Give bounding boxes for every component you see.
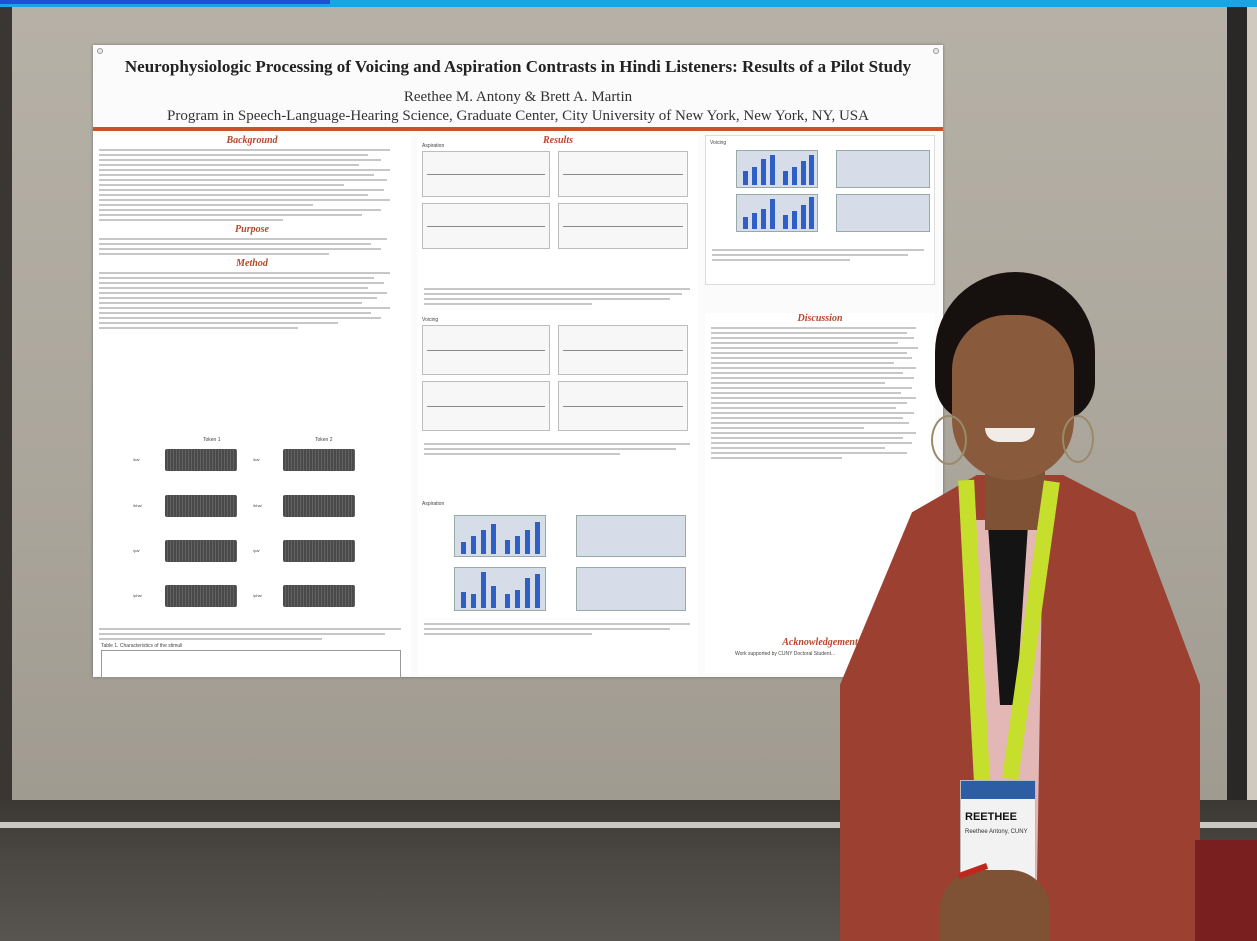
figure2-caption <box>424 288 704 308</box>
pin-top-left <box>97 48 103 54</box>
section-heading-method: Method <box>236 258 268 269</box>
left-column: Background Purpose Method Token 1 Token … <box>93 135 411 678</box>
waveform-bha-2 <box>283 495 355 517</box>
section-heading-acknowledgement: Acknowledgement <box>782 637 858 648</box>
figure1-caption <box>99 628 417 643</box>
badge-header <box>961 781 1035 799</box>
poster-affiliation: Program in Speech-Language-Hearing Scien… <box>167 108 869 124</box>
erp-plot-voicing-3 <box>422 381 550 431</box>
erp-plot-voicing-1 <box>422 325 550 375</box>
title-rule <box>93 127 943 131</box>
erp-plot-voicing-2 <box>558 325 688 375</box>
voicing-bars-label: Voicing <box>710 140 727 146</box>
hoop-earring-left <box>931 415 967 465</box>
section-heading-discussion: Discussion <box>797 313 843 324</box>
erp-plot-aspiration-1 <box>422 151 550 197</box>
section-heading-purpose: Purpose <box>235 224 269 235</box>
stim-label-left-1: /ba/ <box>133 457 140 462</box>
right-column-top: Voicing <box>705 135 935 285</box>
browser-top-bar <box>0 0 1257 7</box>
erp-plot-aspiration-4 <box>558 203 688 249</box>
badge-subtitle: Reethee Antony, CUNY <box>965 829 1028 835</box>
stim-label-left-3: /pa/ <box>133 548 140 553</box>
presenter-hands <box>940 870 1050 941</box>
waveform-pha-1 <box>165 585 237 607</box>
stim-label-left-4: /pha/ <box>133 593 142 598</box>
top-link-highlight <box>0 0 330 4</box>
name-badge: REETHEE Reethee Antony, CUNY <box>960 780 1036 888</box>
token2-label: Token 2 <box>315 437 333 443</box>
figure3-caption <box>424 443 704 458</box>
erp-plot-aspiration-2 <box>558 151 688 197</box>
presenter-smile <box>985 428 1035 442</box>
method-text <box>99 272 405 329</box>
purpose-text <box>99 238 405 255</box>
research-poster: Neurophysiologic Processing of Voicing a… <box>93 45 943 678</box>
dot-chart-voicing-1 <box>836 150 930 188</box>
board-frame-right <box>1227 7 1257 827</box>
board-frame-left <box>0 7 12 827</box>
dot-chart-aspiration-1 <box>576 515 686 557</box>
voicing-label: Voicing <box>422 317 439 323</box>
presenter-face <box>952 315 1074 480</box>
figure5-caption <box>712 249 942 264</box>
discussion-text <box>711 327 929 459</box>
background-text <box>99 149 405 221</box>
presenter-neck <box>985 470 1045 530</box>
poster-title: Neurophysiologic Processing of Voicing a… <box>124 57 912 76</box>
token1-label: Token 1 <box>203 437 221 443</box>
dot-chart-voicing-2 <box>836 194 930 232</box>
bar-chart-voicing-1 <box>736 150 818 188</box>
table-title: Table 1. Characteristics of the stimuli <box>101 643 183 649</box>
dot-chart-aspiration-2 <box>576 567 686 611</box>
bar-chart-aspiration-1 <box>454 515 546 557</box>
stimuli-table <box>101 650 401 678</box>
stim-label-right-4: /pha/ <box>253 593 262 598</box>
acknowledgement-text: Work supported by CUNY Doctoral Student.… <box>735 651 836 657</box>
waveform-ba-2 <box>283 449 355 471</box>
hoop-earring-right <box>1062 415 1094 463</box>
aspiration-label: Aspiration <box>422 143 445 149</box>
waveform-pa-2 <box>283 540 355 562</box>
waveform-ba-1 <box>165 449 237 471</box>
bar-chart-aspiration-2 <box>454 567 546 611</box>
poster-authors: Reethee M. Antony & Brett A. Martin <box>403 89 633 105</box>
section-heading-background: Background <box>226 135 278 146</box>
waveform-bha-1 <box>165 495 237 517</box>
board-base-strip <box>0 822 1257 828</box>
middle-column: Results Aspiration Voicing Aspiration <box>418 135 698 675</box>
waveform-pa-1 <box>165 540 237 562</box>
erp-plot-aspiration-3 <box>422 203 550 249</box>
stim-label-right-1: /ba/ <box>253 457 260 462</box>
red-bag <box>1195 840 1257 941</box>
stim-label-right-2: /bha/ <box>253 503 262 508</box>
aspiration-bars-label: Aspiration <box>422 501 445 507</box>
figure4-caption <box>424 623 704 638</box>
pin-top-right <box>933 48 939 54</box>
erp-plot-voicing-4 <box>558 381 688 431</box>
badge-name: REETHEE <box>965 811 1017 823</box>
bar-chart-voicing-2 <box>736 194 818 232</box>
section-heading-results: Results <box>542 135 573 146</box>
waveform-pha-2 <box>283 585 355 607</box>
stim-label-left-2: /bha/ <box>133 503 142 508</box>
stim-label-right-3: /pa/ <box>253 548 260 553</box>
